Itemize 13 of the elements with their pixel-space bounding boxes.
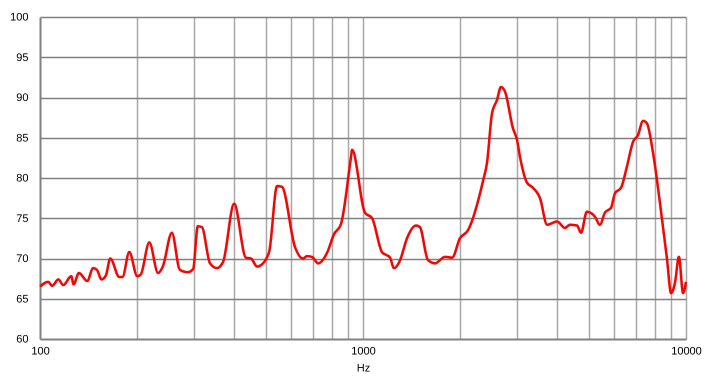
y-tick-label: 100 (10, 12, 28, 24)
y-tick-label: 70 (16, 253, 28, 265)
y-tick-label: 75 (16, 212, 28, 225)
y-tick-label: 90 (16, 92, 28, 104)
x-axis-title: Hz (356, 362, 370, 374)
y-tick-label: 85 (16, 132, 28, 144)
x-tick-label: 10000 (671, 346, 702, 358)
y-tick-label: 95 (16, 52, 28, 64)
y-tick-label: 60 (16, 334, 28, 346)
y-tick-label: 65 (16, 293, 28, 306)
x-tick-label: 1000 (351, 346, 376, 358)
x-tick-label: 100 (31, 346, 50, 358)
y-tick-label: 80 (16, 172, 28, 184)
